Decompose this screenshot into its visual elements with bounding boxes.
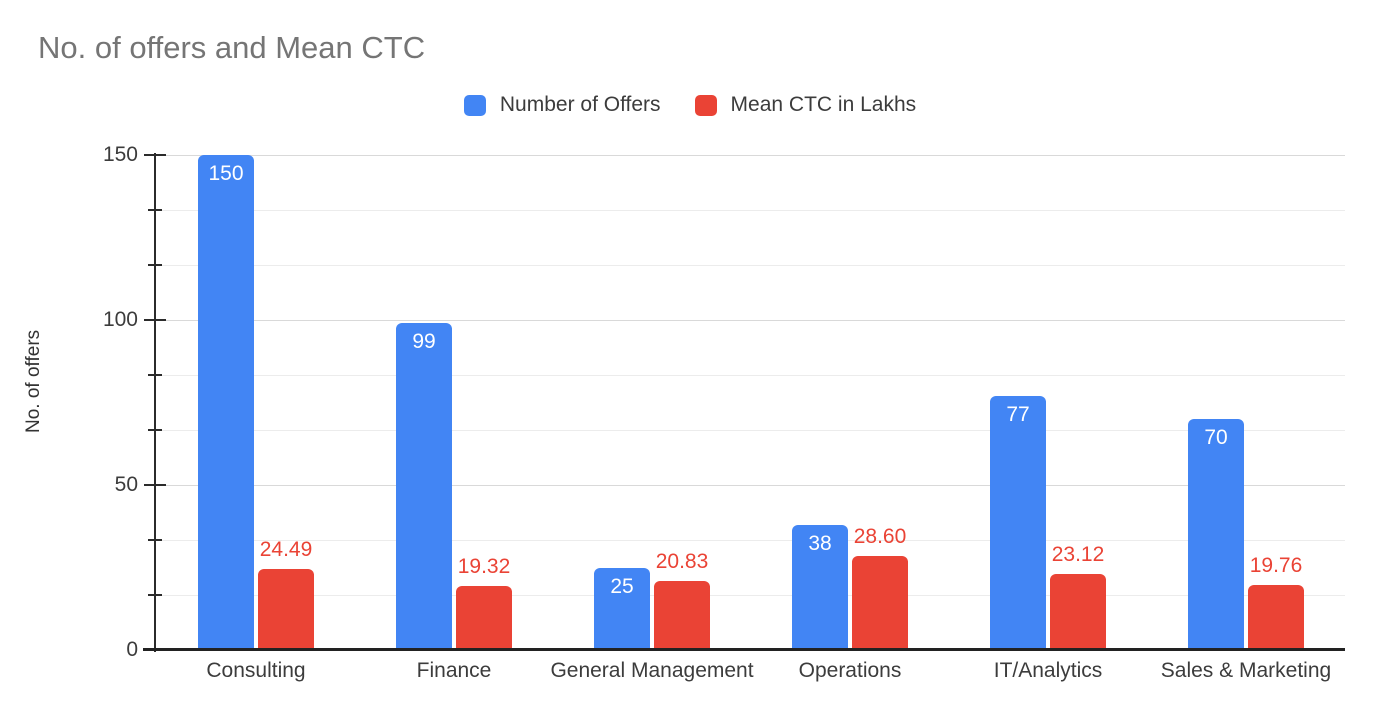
x-axis-label: Sales & Marketing: [1160, 659, 1332, 682]
y-tick-label: 50: [114, 473, 138, 496]
bar-value-offers: 25: [610, 574, 634, 598]
legend-label-ctc: Mean CTC in Lakhs: [730, 93, 917, 116]
bar-value-ctc: 24.49: [259, 538, 313, 562]
bar-value-ctc: 28.60: [853, 524, 907, 548]
minor-gridline: [157, 429, 1345, 431]
minor-gridline: [157, 539, 1345, 541]
y-axis-line: [154, 153, 156, 652]
bar-offers-6: [1188, 419, 1244, 650]
x-axis-label: General Management: [550, 659, 754, 682]
bar-value-ctc: 19.76: [1249, 553, 1303, 577]
bar-offers-3: [594, 567, 650, 650]
bar-ctc-3: [654, 581, 710, 650]
legend-label-offers: Number of Offers: [499, 93, 661, 116]
major-gridline: [157, 154, 1345, 156]
major-gridline: [157, 319, 1345, 321]
minor-gridline: [157, 209, 1345, 211]
x-axis-label: Finance: [416, 659, 492, 682]
bar-ctc-2: [456, 586, 512, 650]
bar-offers-2: [396, 323, 452, 650]
y-tick-label: 100: [102, 308, 138, 331]
bar-ctc-6: [1248, 584, 1304, 650]
bar-value-offers: 38: [808, 531, 832, 555]
bar-value-offers: 99: [412, 330, 436, 354]
x-axis-label: Consulting: [206, 659, 306, 682]
bar-value-ctc: 20.83: [655, 550, 709, 574]
x-axis-label: IT/Analytics: [993, 659, 1103, 682]
bar-value-ctc: 23.12: [1051, 542, 1105, 566]
minor-gridline: [157, 264, 1345, 266]
bar-offers-5: [990, 395, 1046, 650]
bar-value-ctc: 19.32: [457, 555, 511, 579]
legend: Number of Offers Mean CTC in Lakhs: [0, 93, 1380, 117]
bar-offers-1: [198, 155, 254, 650]
legend-item-ctc: Mean CTC in Lakhs: [694, 93, 917, 117]
x-axis-label: Operations: [798, 659, 902, 682]
bar-value-offers: 70: [1204, 426, 1228, 449]
minor-gridline: [157, 374, 1345, 376]
chart-title: No. of offers and Mean CTC: [38, 30, 426, 65]
y-tick-label: 150: [102, 143, 138, 166]
bar-ctc-1: [258, 569, 314, 650]
bar-ctc-5: [1050, 573, 1106, 650]
legend-swatch-offers: [463, 94, 486, 116]
minor-gridline: [157, 594, 1345, 596]
legend-swatch-ctc: [694, 94, 717, 116]
bar-offers-4: [792, 524, 848, 650]
x-axis-line: [143, 648, 1345, 651]
legend-item-offers: Number of Offers: [463, 93, 661, 117]
bar-value-offers: 150: [208, 162, 244, 185]
bar-value-offers: 77: [1006, 402, 1030, 426]
y-tick-label: 0: [126, 638, 138, 661]
bar-ctc-4: [852, 555, 908, 650]
major-gridline: [157, 484, 1345, 486]
